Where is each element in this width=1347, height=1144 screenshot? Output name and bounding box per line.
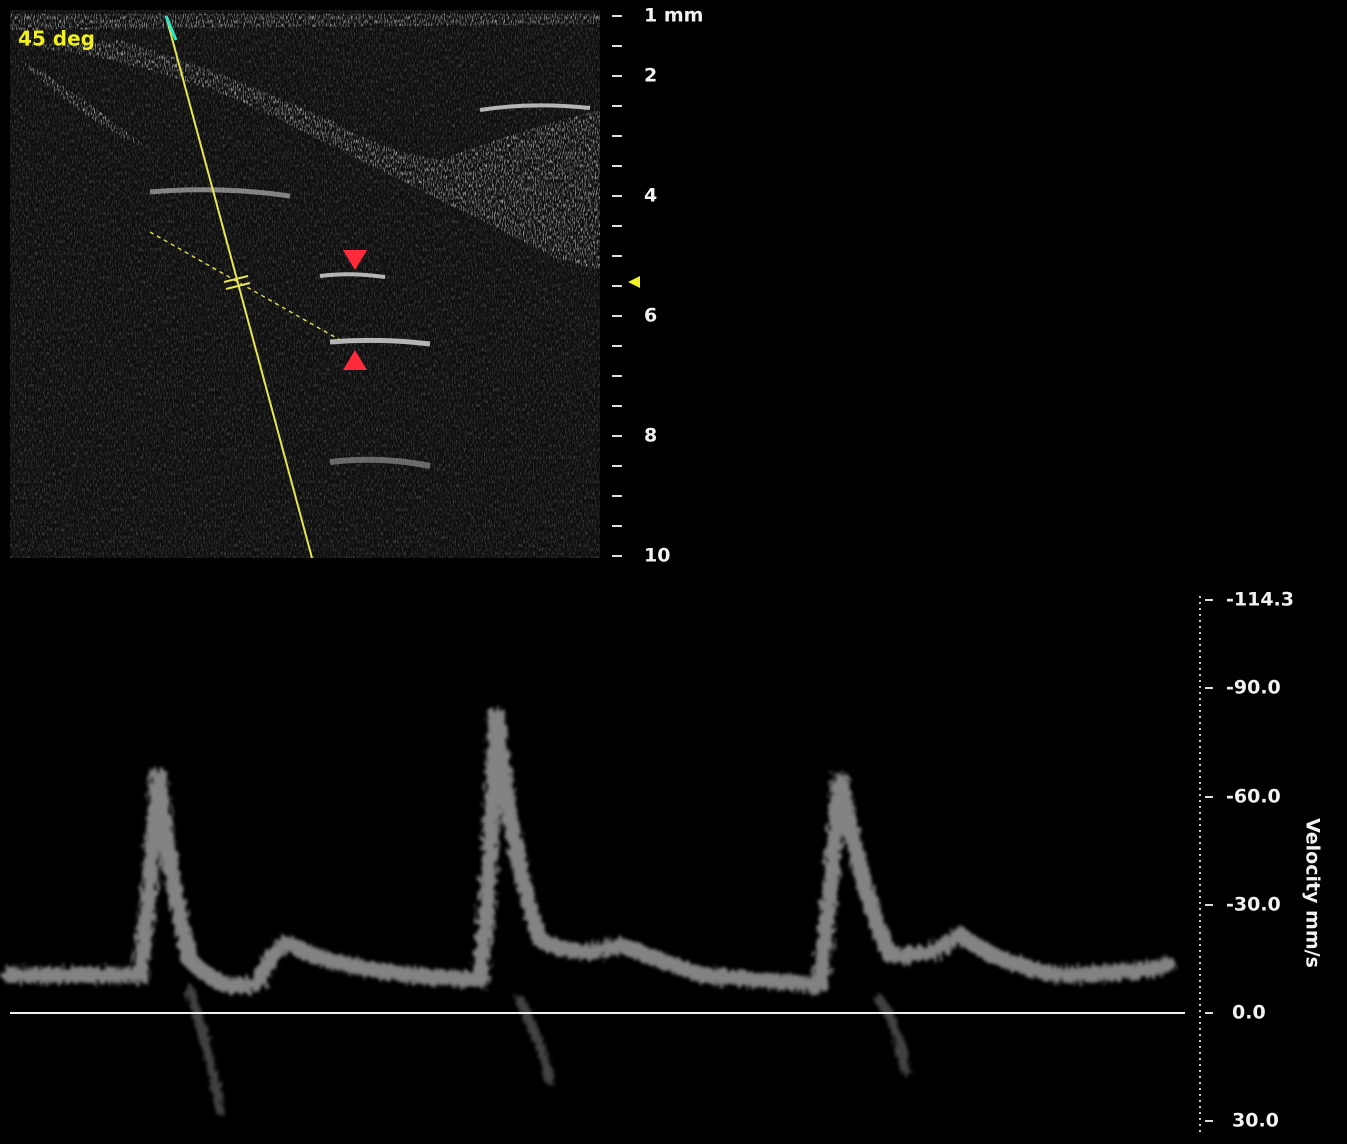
depth-label: 2 (644, 65, 657, 87)
velocity-label: 0.0 (1232, 1002, 1266, 1024)
depth-label: 10 (644, 545, 670, 567)
velocity-label: -30.0 (1226, 894, 1281, 916)
bmode-image (10, 10, 640, 558)
velocity-label: 30.0 (1232, 1110, 1279, 1132)
depth-label: 4 (644, 185, 657, 207)
depth-label: 8 (644, 425, 657, 447)
depth-label: 1 mm (644, 5, 703, 27)
velocity-axis-title: Velocity mm/s (1302, 818, 1324, 968)
page: {"bmode": {"angle_label": "45 deg", "dep… (0, 0, 1347, 1140)
velocity-label: -114.3 (1226, 589, 1294, 611)
velocity-label: -60.0 (1226, 786, 1281, 808)
ultrasound-screen: 45 deg 1 mm 2 4 6 8 10 -114.3 -90.0 -60.0 -30.0 0… (0, 0, 1347, 1140)
angle-label: 45 deg (18, 27, 95, 51)
depth-label: 6 (644, 305, 657, 327)
velocity-label: -90.0 (1226, 677, 1281, 699)
